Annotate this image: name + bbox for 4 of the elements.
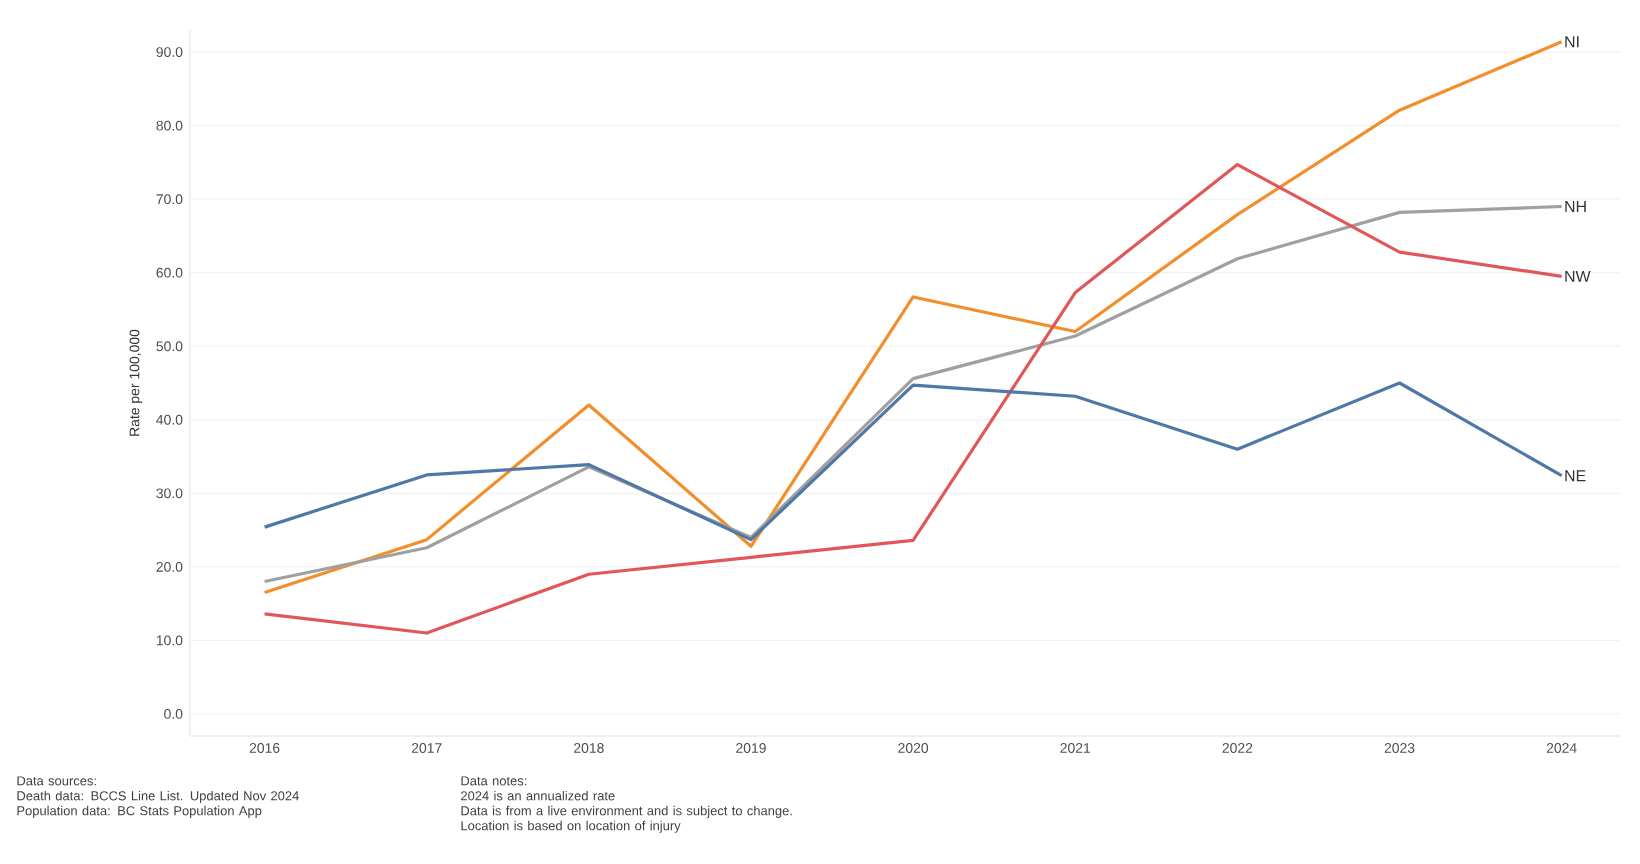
line-series [262, 381, 1564, 542]
line-series [262, 204, 1564, 584]
line-series [262, 40, 1564, 595]
line-series [262, 162, 1564, 635]
